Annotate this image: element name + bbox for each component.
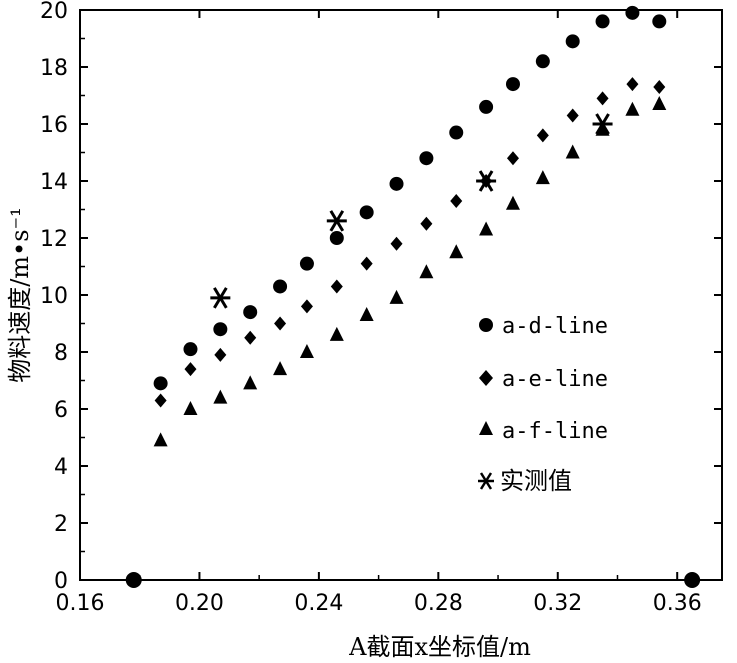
diamond-point [536,128,549,143]
circle-point [153,376,168,391]
x-tick-label: 0.20 [175,591,224,616]
x-tick-label: 0.32 [533,591,582,616]
y-tick-label: 12 [40,227,68,252]
legend-label: a-e-line [502,367,608,392]
diamond-point [360,256,373,271]
diamond-point [214,347,227,362]
x-axis-title: A截面x坐标值/m [348,633,531,661]
diamond-point [566,108,579,123]
circle-point [449,125,464,140]
circle-point [595,14,610,29]
triangle-point [299,344,314,358]
legend-label: 实测值 [500,467,572,495]
y-tick-label: 8 [54,341,68,366]
circle-point [359,205,374,220]
y-axis-tick-labels: 0 2 4 6 8 10 12 14 16 18 20 [40,0,68,594]
x-tick-label: 0.28 [414,591,463,616]
circle-point [479,99,494,114]
asterisk-point [476,170,497,192]
triangle-point [479,221,494,236]
circle-point [273,279,288,294]
diamond-point [506,151,519,166]
triangle-point [535,170,550,185]
diamond-point [450,193,463,208]
circle-point [183,342,198,357]
diamond-point [184,362,197,377]
circle-point [299,256,314,271]
diamond-point [244,330,257,345]
triangle-point [389,289,404,304]
y-tick-label: 6 [54,398,68,423]
circle-point [419,151,434,166]
triangle-point [213,389,228,404]
triangle-point [183,401,198,415]
y-tick-label: 18 [40,56,68,81]
x-tick-label: 0.16 [56,591,105,616]
y-tick-label: 16 [40,113,68,138]
diamond-point [596,91,609,106]
triangle-point [652,96,667,111]
circle-point [565,34,580,49]
legend-label: a-f-line [502,419,608,444]
x-tick-label: 0.24 [294,591,343,616]
x-axis-ticks [79,10,679,580]
data-marks [125,5,701,588]
legend-item-measured: 实测值 [478,467,572,495]
y-axis-ticks [80,9,722,581]
circle-point [535,54,550,69]
triangle-point [505,195,520,210]
circle-point [652,14,667,29]
circle-point [213,322,228,337]
triangle-point [329,326,344,341]
diamond-point [420,216,433,231]
diamond-point [274,316,287,331]
triangle-point [565,144,580,159]
diamond-point [653,79,666,94]
diamond-point [626,77,639,92]
endpoint-point [684,572,701,588]
x-axis-tick-labels: 0.16 0.20 0.24 0.28 0.32 0.36 [56,591,702,616]
y-tick-label: 0 [54,569,68,594]
y-axis-title: 物料速度/m•s⁻¹ [6,207,34,383]
legend-item-a-e-line: a-e-line [479,367,608,392]
circle-point [625,5,640,20]
y-tick-label: 10 [40,284,68,309]
y-tick-label: 2 [54,512,68,537]
diamond-point [390,236,403,251]
triangle-point [243,375,258,390]
diamond-point [154,393,167,408]
y-tick-label: 20 [40,0,68,24]
asterisk-point [326,210,347,232]
legend-label: a-d-line [502,314,608,339]
x-tick-label: 0.36 [653,591,702,616]
legend-item-a-d-line: a-d-line [479,314,608,339]
circle-point [505,77,520,92]
legend-item-a-f-line: a-f-line [479,419,608,444]
triangle-point [153,432,168,447]
triangle-point [625,101,640,116]
asterisk-point [210,287,231,309]
triangle-point [449,244,464,259]
legend-marker-diamond [479,370,493,386]
y-tick-label: 14 [40,170,68,195]
legend-marker-triangle [479,421,493,435]
plot-frame [79,9,723,581]
triangle-point [273,361,288,376]
triangle-point [359,306,374,321]
triangle-point [419,264,434,279]
circle-point [329,231,344,245]
legend-marker-asterisk [478,472,494,490]
legend: a-d-line a-e-line a-f-line 实测值 [478,314,608,495]
legend-marker-circle [479,318,493,332]
diamond-point [330,279,343,294]
y-tick-label: 4 [54,455,68,480]
circle-point [389,176,404,191]
diamond-point [300,299,313,314]
asterisk-point [592,113,613,135]
circle-point [243,305,258,320]
endpoint-point [125,572,142,588]
